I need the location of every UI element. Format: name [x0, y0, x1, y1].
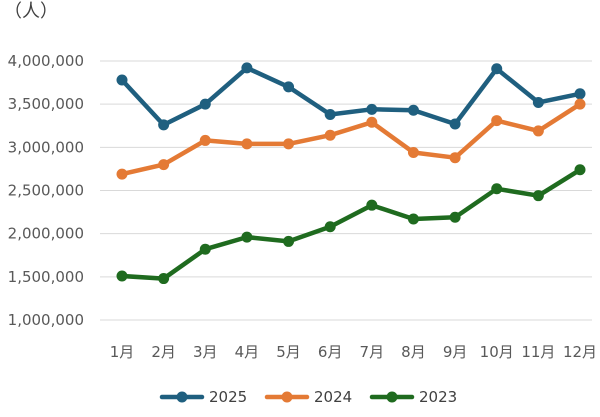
- x-tick-label: 9月: [443, 343, 468, 361]
- data-point: [241, 138, 253, 150]
- data-point: [158, 119, 170, 131]
- series-line: [119, 65, 583, 128]
- data-point: [116, 74, 128, 86]
- data-point: [491, 183, 503, 195]
- series-2023: [116, 164, 586, 285]
- data-point: [532, 96, 544, 108]
- legend-swatch-marker: [386, 391, 398, 403]
- data-point: [532, 190, 544, 202]
- data-point: [407, 147, 419, 159]
- legend-item-2024: 2024: [264, 388, 352, 406]
- data-point: [283, 235, 295, 247]
- series-2025: [116, 62, 586, 131]
- legend-item-2023: 2023: [369, 388, 457, 406]
- data-point: [532, 125, 544, 137]
- y-axis-unit-label: （人）: [4, 1, 58, 22]
- data-point: [199, 243, 211, 255]
- legend-item-2025: 2025: [159, 388, 247, 406]
- legend-swatch-marker: [281, 391, 293, 403]
- data-point: [574, 98, 586, 110]
- data-point: [449, 118, 461, 130]
- legend-label: 2024: [314, 388, 352, 406]
- legend: 2025 2024 2023: [159, 388, 457, 406]
- data-point: [366, 199, 378, 211]
- data-point: [199, 98, 211, 110]
- x-tick-label: 2月: [151, 343, 176, 361]
- y-tick-label: 3,500,000: [8, 95, 84, 113]
- x-tick-label: 8月: [401, 343, 426, 361]
- x-tick-label: 1月: [110, 343, 135, 361]
- data-point: [283, 138, 295, 150]
- data-point: [324, 109, 336, 121]
- data-point: [366, 116, 378, 128]
- x-tick-label: 10月: [480, 343, 514, 361]
- x-tick-label: 12月: [563, 343, 597, 361]
- data-point: [449, 211, 461, 223]
- y-tick-label: 2,000,000: [8, 225, 84, 243]
- x-tick-label: 11月: [521, 343, 555, 361]
- data-point: [324, 129, 336, 141]
- data-point: [407, 213, 419, 225]
- y-tick-label: 1,000,000: [8, 311, 84, 329]
- data-point: [116, 168, 128, 180]
- data-point: [241, 62, 253, 74]
- data-point: [116, 270, 128, 282]
- y-tick-label: 1,500,000: [8, 268, 84, 286]
- gridlines: [100, 60, 592, 321]
- data-point: [366, 103, 378, 115]
- y-axis-ticks: 1,000,000 1,500,000 2,000,000 2,500,000 3,00…: [8, 52, 84, 329]
- data-point: [241, 231, 253, 243]
- x-tick-label: 4月: [235, 343, 260, 361]
- data-point: [407, 104, 419, 116]
- series-lines: [116, 62, 586, 285]
- x-axis-ticks: 1月 2月 3月 4月 5月 6月 7月 8月 9月 10月 11月 12月: [110, 343, 597, 361]
- data-point: [199, 134, 211, 146]
- x-tick-label: 5月: [276, 343, 301, 361]
- y-tick-label: 3,000,000: [8, 138, 84, 156]
- legend-label: 2023: [419, 388, 457, 406]
- x-tick-label: 7月: [360, 343, 385, 361]
- data-point: [283, 81, 295, 93]
- data-point: [158, 273, 170, 285]
- data-point: [324, 221, 336, 233]
- legend-label: 2025: [209, 388, 247, 406]
- data-point: [574, 88, 586, 100]
- x-tick-label: 6月: [318, 343, 343, 361]
- data-point: [491, 115, 503, 127]
- data-point: [158, 159, 170, 171]
- data-point: [449, 152, 461, 164]
- series-line: [119, 101, 583, 177]
- series-2024: [116, 98, 586, 180]
- legend-swatch-marker: [176, 391, 188, 403]
- data-point: [574, 164, 586, 176]
- y-tick-label: 2,500,000: [8, 182, 84, 200]
- series-line: [119, 167, 583, 281]
- y-tick-label: 4,000,000: [8, 52, 84, 70]
- data-point: [491, 63, 503, 75]
- x-tick-label: 3月: [193, 343, 218, 361]
